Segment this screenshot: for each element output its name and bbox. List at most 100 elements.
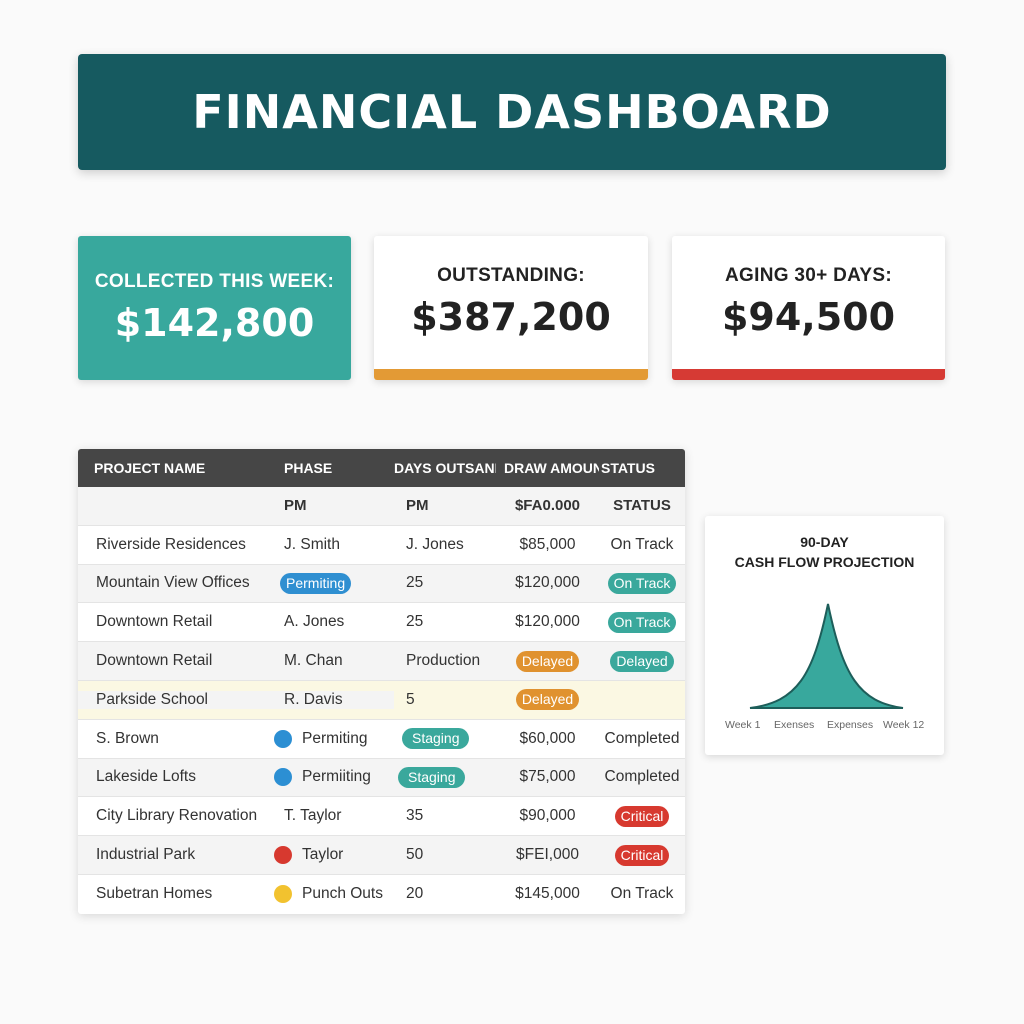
x-axis-label: Expenses	[827, 719, 874, 731]
cash-flow-chart	[749, 603, 904, 709]
project-name: Industrial Park	[96, 846, 196, 864]
card-accent-bar	[374, 369, 648, 380]
collected-this-week-card: COLLECTED THIS WEEK: $142,800	[78, 236, 351, 380]
project-name: Mountain View Offices	[96, 574, 250, 592]
card-label: AGING 30+ DAYS:	[725, 265, 892, 286]
draw-amount: $FEI,000	[516, 846, 579, 864]
draw-cell: Delayed	[496, 689, 599, 711]
table-cell: 5	[406, 690, 415, 708]
table-cell: J. Jones	[406, 535, 464, 553]
table-cell: 20	[406, 885, 424, 903]
card-value: $142,800	[114, 301, 315, 345]
chart-title-line1: 90-DAY	[800, 534, 849, 550]
phase-cell: Permiiting	[268, 768, 394, 787]
delayed-badge: Delayed	[515, 689, 580, 711]
phase-text: Punch Outs	[302, 885, 383, 903]
status-dot-yellow-icon	[274, 885, 292, 904]
phase-text: Permiting	[302, 729, 368, 747]
draw-amount: $120,000	[515, 613, 580, 631]
phase-cell: Permiting	[268, 729, 394, 748]
status-badge: On Track	[607, 611, 677, 633]
table-cell: 25	[406, 574, 424, 592]
table-row[interactable]: Industrial Park Taylor 50 $FEI,000 Criti…	[78, 836, 685, 875]
outstanding-card: OUTSTANDING: $387,200	[374, 236, 648, 380]
table-cell: Production	[406, 652, 481, 670]
chart-title-line2: CASH FLOW PROJECTION	[734, 554, 915, 570]
critical-badge: Critical	[614, 844, 670, 866]
card-value: $387,200	[411, 295, 611, 339]
table-cell: R. Davis	[268, 690, 394, 709]
table-cell: M. Chan	[284, 652, 343, 670]
table-row[interactable]: Subetran Homes Punch Outs 20 $145,000 On…	[78, 875, 685, 914]
delayed-badge: Delayed	[515, 650, 580, 672]
project-name: Downtown Retail	[96, 652, 213, 670]
status-text: Completed	[604, 729, 680, 747]
table-header: PROJECT NAME PHASE DAYS OUTSANDING DRAW …	[78, 449, 685, 487]
status-text: Completed	[604, 768, 680, 786]
table-row[interactable]: Parkside School R. Davis 5 Delayed	[78, 680, 685, 720]
status-dot-blue-icon	[274, 729, 292, 748]
project-name: S. Brown	[96, 729, 159, 747]
table-cell: 25	[406, 613, 424, 631]
table-cell: J. Smith	[284, 535, 340, 553]
days-cell: Staging	[394, 728, 496, 750]
card-accent-bar	[672, 369, 945, 380]
project-name: Lakeside Lofts	[96, 768, 196, 786]
project-name: Parkside School	[78, 690, 268, 709]
critical-badge: Critical	[614, 805, 670, 827]
card-label: COLLECTED THIS WEEK:	[94, 271, 335, 292]
status-text: On Track	[610, 885, 674, 903]
project-name: Riverside Residences	[96, 535, 246, 553]
draw-amount: $85,000	[519, 535, 576, 553]
x-axis-label: Exenses	[774, 719, 815, 731]
table-cell: PM	[406, 497, 429, 515]
header-project-name[interactable]: PROJECT NAME	[94, 460, 206, 476]
project-name: City Library Renovation	[96, 807, 258, 825]
phase-text: Taylor	[302, 846, 344, 864]
status-badge: Delayed	[610, 650, 674, 672]
draw-cell: Delayed	[496, 650, 599, 672]
table-cell: $FA0.000	[514, 497, 581, 515]
card-value: $94,500	[721, 295, 896, 339]
chart-title: 90-DAY CASH FLOW PROJECTION	[705, 532, 944, 572]
page-title: FINANCIAL DASHBOARD	[192, 85, 832, 139]
phase-cell: Permiting	[268, 572, 394, 594]
header-draw-amount[interactable]: DRAW AMOUNT	[504, 460, 599, 476]
aging-card: AGING 30+ DAYS: $94,500	[672, 236, 945, 380]
table-cell: 35	[406, 807, 424, 825]
table-cell: STATUS	[613, 497, 671, 515]
header-phase[interactable]: PHASE	[284, 460, 333, 476]
status-cell: On Track	[599, 572, 685, 594]
projects-table: PROJECT NAME PHASE DAYS OUTSANDING DRAW …	[78, 449, 685, 914]
header-days-outstanding[interactable]: DAYS OUTSANDING	[394, 460, 496, 476]
draw-amount: $75,000	[519, 768, 576, 786]
table-cell: PM	[284, 497, 307, 515]
table-row[interactable]: Mountain View Offices Permiting 25 $120,…	[78, 564, 685, 604]
draw-amount: $120,000	[515, 574, 580, 592]
status-cell: Critical	[599, 805, 685, 827]
table-row[interactable]: Riverside Residences J. Smith J. Jones $…	[78, 526, 685, 565]
cash-flow-projection-card: 90-DAY CASH FLOW PROJECTION Week 1 Exens…	[705, 516, 944, 755]
status-badge: On Track	[607, 572, 677, 594]
status-dot-blue-icon	[274, 768, 292, 787]
table-row[interactable]: S. Brown Permiting Staging $60,000 Compl…	[78, 720, 685, 759]
days-cell: Staging	[394, 766, 496, 788]
table-row[interactable]: Lakeside Lofts Permiiting Staging $75,00…	[78, 758, 685, 798]
x-axis-label: Week 12	[883, 719, 925, 731]
phase-text: Permiiting	[302, 768, 371, 786]
table-cell: 50	[406, 846, 424, 864]
status-cell: Critical	[599, 844, 685, 866]
phase-cell: Punch Outs	[268, 885, 394, 904]
staging-badge: Staging	[398, 766, 466, 788]
status-cell: On Track	[599, 611, 685, 633]
table-row[interactable]: City Library Renovation T. Taylor 35 $90…	[78, 797, 685, 837]
staging-badge: Staging	[402, 728, 470, 750]
status-dot-red-icon	[274, 846, 292, 865]
project-name: Subetran Homes	[96, 885, 213, 903]
table-row[interactable]: Downtown Retail A. Jones 25 $120,000 On …	[78, 603, 685, 643]
table-cell: A. Jones	[284, 613, 345, 631]
header-status[interactable]: STATUS	[601, 460, 655, 476]
cash-flow-area	[749, 603, 904, 709]
table-row[interactable]: Downtown Retail M. Chan Production Delay…	[78, 642, 685, 681]
dashboard-header: FINANCIAL DASHBOARD	[78, 54, 946, 170]
